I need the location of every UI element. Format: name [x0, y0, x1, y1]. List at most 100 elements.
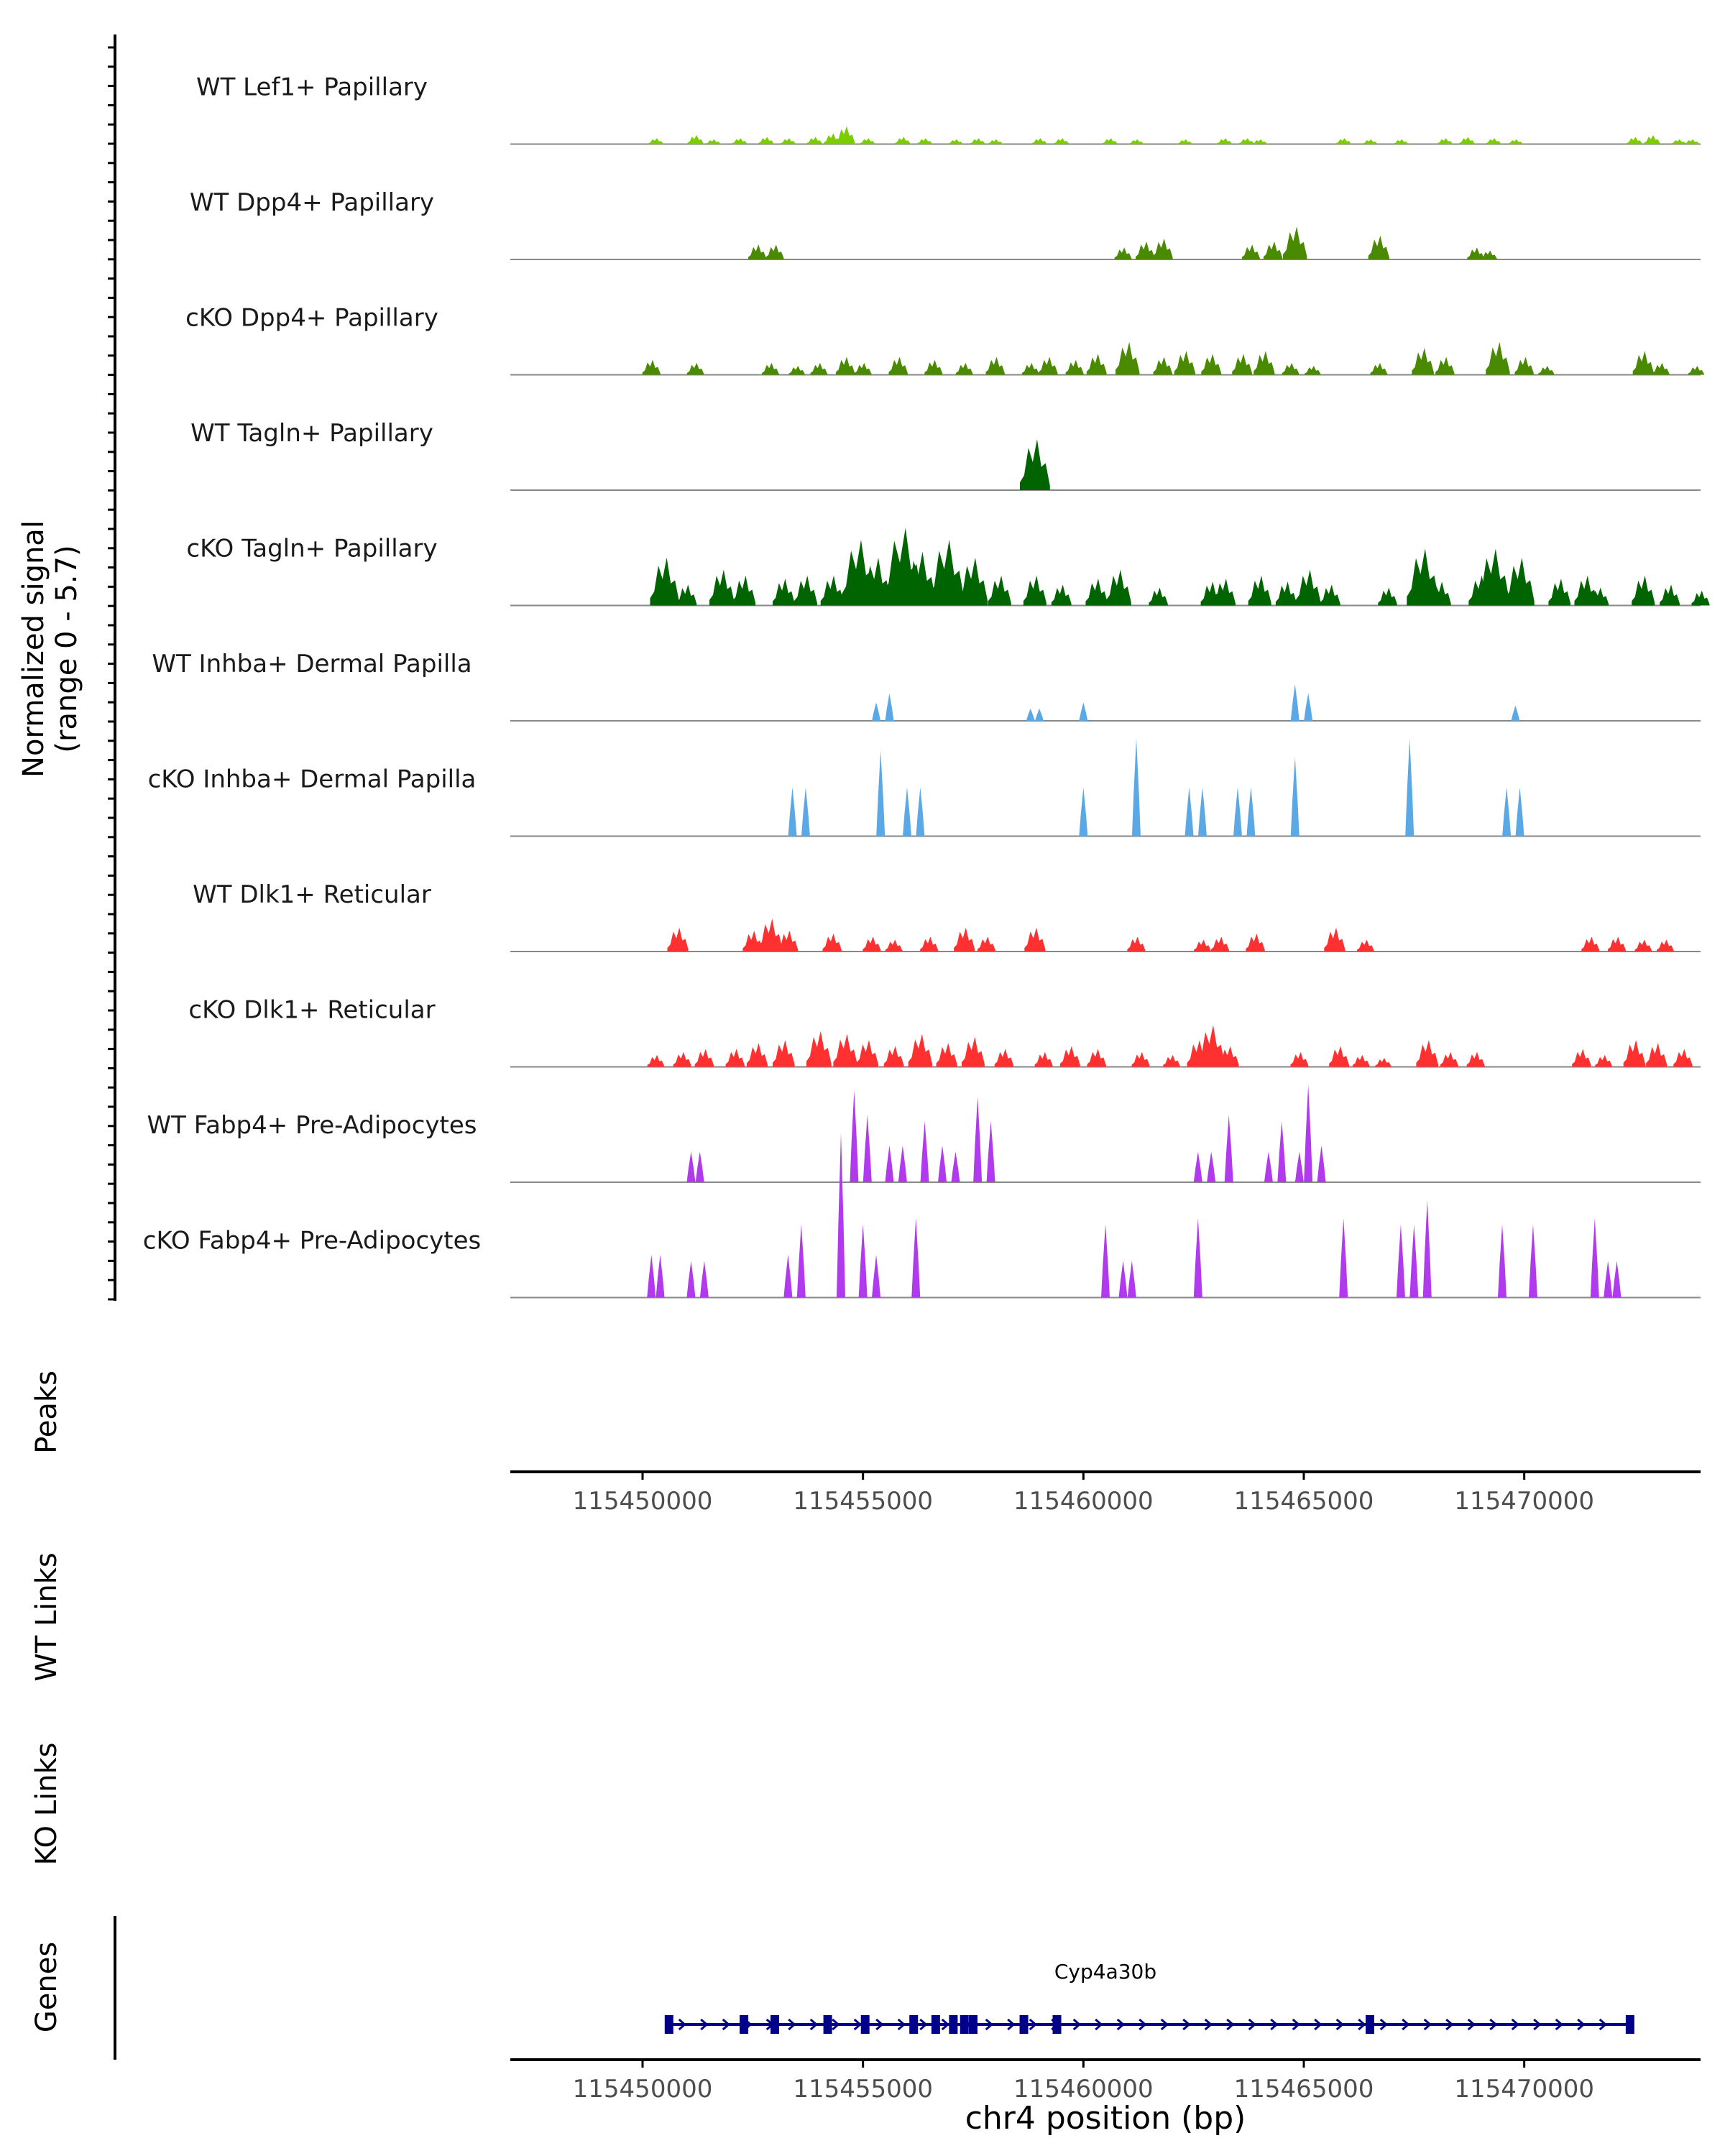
- track-label: cKO Inhba+ Dermal Papilla: [148, 765, 477, 794]
- coverage-peak: [1634, 939, 1652, 952]
- x-tick-label: 115460000: [1013, 2075, 1154, 2104]
- coverage-peak: [1396, 1224, 1405, 1298]
- coverage-peak: [1060, 1046, 1080, 1067]
- coverage-peak: [1174, 351, 1195, 375]
- coverage-peak: [1304, 693, 1313, 721]
- strand-arrow-icon: [1358, 2018, 1366, 2031]
- coverage-peak: [883, 1046, 904, 1067]
- coverage-peak: [856, 1040, 879, 1067]
- coverage-peak: [1031, 138, 1047, 144]
- x-tick-label: 115470000: [1454, 1487, 1594, 1516]
- coverage-peak: [1604, 1261, 1613, 1298]
- coverage-peak: [1023, 575, 1046, 606]
- strand-arrow-icon: [1138, 2018, 1147, 2031]
- coverage-peak: [1294, 1151, 1304, 1182]
- gene-exon: [664, 2015, 673, 2034]
- coverage-peak: [1131, 738, 1141, 837]
- coverage-peak: [888, 356, 908, 375]
- coverage-peak: [1466, 1051, 1485, 1067]
- coverage-peak: [1290, 684, 1300, 721]
- coverage-peak: [1282, 362, 1300, 375]
- gene-exon: [823, 2015, 832, 2034]
- track-label: WT Tagln+ Papillary: [190, 419, 433, 448]
- coverage-peak: [1486, 138, 1501, 144]
- coverage-peak: [1035, 709, 1044, 721]
- coverage-peak: [706, 139, 721, 144]
- strand-arrow-icon: [897, 2018, 906, 2031]
- x-tick-label: 115465000: [1234, 1487, 1374, 1516]
- track: WT Dpp4+ Papillary: [190, 188, 1701, 260]
- coverage-peak: [920, 936, 939, 952]
- coverage-peak: [788, 366, 805, 375]
- coverage-peak: [955, 362, 973, 375]
- gene-exon: [740, 2015, 749, 2034]
- coverage-peak: [1193, 1218, 1202, 1298]
- coverage-peak: [1128, 139, 1144, 144]
- coverage-peak: [1184, 787, 1194, 837]
- coverage-peak: [647, 1255, 656, 1298]
- track-label: WT Lef1+ Papillary: [196, 73, 428, 102]
- coverage-peak: [1538, 366, 1555, 375]
- coverage-peak: [1263, 241, 1283, 259]
- coverage-peak: [1034, 1051, 1053, 1067]
- coverage-peak: [1079, 787, 1088, 837]
- strand-arrow-icon: [985, 2018, 994, 2031]
- coverage-peak: [1039, 356, 1058, 375]
- coverage-peak: [1505, 557, 1535, 606]
- coverage-peak: [1026, 709, 1035, 721]
- coverage-peak: [1233, 787, 1242, 837]
- signal-y-axis: [108, 34, 116, 1301]
- x-tick-label: 115450000: [573, 2075, 713, 2104]
- gene-exon: [960, 2015, 969, 2034]
- coverage-peak: [948, 139, 963, 144]
- gene-exon: [1625, 2015, 1634, 2034]
- coverage-peak: [1590, 1218, 1599, 1298]
- coverage-peak: [810, 362, 828, 375]
- coverage-peak: [1241, 244, 1260, 259]
- coverage-peak: [673, 1051, 691, 1067]
- coverage-peak: [1246, 934, 1265, 952]
- gene-exon: [909, 2015, 919, 2034]
- track: cKO Dpp4+ Papillary: [185, 304, 1704, 376]
- coverage-peak: [1691, 590, 1710, 606]
- coverage-peak: [806, 1031, 832, 1067]
- coverage-peak: [1320, 584, 1340, 606]
- track: WT Dlk1+ Reticular: [193, 880, 1701, 952]
- coverage-peak: [1197, 1025, 1225, 1067]
- strand-arrow-icon: [1116, 2018, 1126, 2031]
- strand-arrow-icon: [809, 2018, 819, 2031]
- coverage-peak: [958, 557, 988, 606]
- coverage-peak: [1106, 569, 1131, 606]
- coverage-peak: [1210, 936, 1229, 952]
- coverage-peak: [1572, 1049, 1591, 1067]
- coverage-peak: [1177, 139, 1192, 144]
- coverage-peak: [694, 1049, 714, 1067]
- coverage-peak: [911, 1218, 921, 1298]
- coverage-peak: [1079, 702, 1088, 721]
- coverage-peak: [1217, 138, 1232, 144]
- gene-exon: [770, 2015, 779, 2034]
- track-label: cKO Dlk1+ Reticular: [188, 996, 435, 1025]
- coverage-peak: [1149, 587, 1168, 606]
- strand-arrow-icon: [919, 2018, 928, 2031]
- strand-arrow-icon: [788, 2018, 796, 2031]
- coverage-peak: [1407, 548, 1439, 606]
- coverage-peak: [1416, 1040, 1439, 1067]
- coverage-peak: [1405, 738, 1414, 837]
- coverage-peak: [732, 138, 748, 144]
- track-label: WT Inhba+ Dermal Papilla: [152, 650, 472, 678]
- strand-arrow-icon: [1335, 2018, 1345, 2031]
- x-tick-label: 115450000: [573, 1487, 713, 1516]
- coverage-peak: [885, 939, 903, 952]
- coverage-peak: [885, 693, 894, 721]
- coverage-peak: [687, 135, 704, 144]
- coverage-peak: [1627, 137, 1642, 144]
- coverage-peak: [801, 787, 810, 837]
- coverage-peak: [904, 551, 936, 606]
- track: cKO Fabp4+ Pre-Adipocytes: [143, 1133, 1701, 1299]
- coverage-peak: [650, 557, 679, 606]
- coverage-peak: [903, 787, 911, 837]
- strand-arrow-icon: [1182, 2018, 1191, 2031]
- coverage-peak: [1368, 235, 1389, 259]
- coverage-peak: [1528, 1224, 1537, 1298]
